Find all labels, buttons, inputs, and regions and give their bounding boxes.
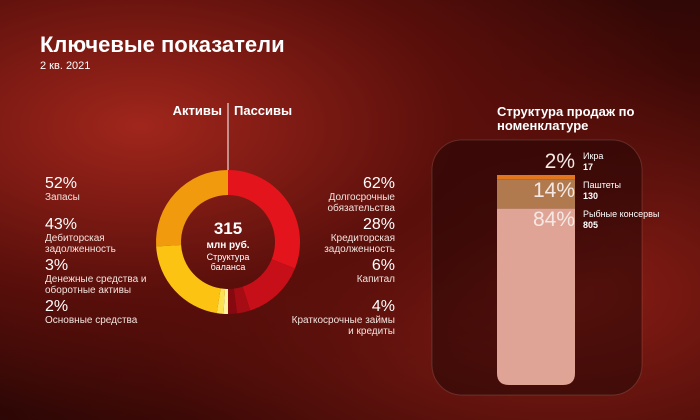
category-label: Основные средства <box>45 315 138 326</box>
category-label: Денежные средства и оборотные активы <box>45 274 147 296</box>
value-label: 84% <box>532 208 575 231</box>
center-total: 315 <box>213 219 243 238</box>
title: Ключевые показатели <box>40 32 285 57</box>
donut-segment <box>228 288 238 314</box>
value-label: 3% <box>45 257 69 274</box>
category-label: Кредиторская задолженность <box>324 233 395 255</box>
donut-segment <box>242 259 295 311</box>
series-name: Активы <box>172 103 222 118</box>
series-name: Пассивы <box>234 103 293 118</box>
bar-segment <box>497 175 575 180</box>
donut-segment <box>233 286 251 314</box>
count-label: 805 <box>583 220 599 230</box>
value-label: 14% <box>532 179 575 202</box>
value-label: 6% <box>371 257 395 274</box>
donut-segment <box>156 244 221 314</box>
category-label: Краткосрочные займы и кредиты <box>291 315 395 337</box>
value-label: 2% <box>544 150 575 173</box>
donut-segment <box>223 288 228 314</box>
center-label: Структура баланса <box>206 252 250 272</box>
chart-title: Структура продаж по номенклатуре <box>497 104 635 134</box>
bar-segment <box>497 208 575 385</box>
value-label: 28% <box>362 216 395 233</box>
value-label: 2% <box>45 298 69 315</box>
count-label: 130 <box>583 191 599 201</box>
center-unit: млн руб. <box>206 240 250 251</box>
value-label: 62% <box>362 175 395 192</box>
count-label: 17 <box>583 162 594 172</box>
value-label: 4% <box>371 298 395 315</box>
donut-segment <box>155 170 228 247</box>
category-label: Икра <box>583 151 604 161</box>
category-label: Дебиторская задолженность <box>45 233 116 255</box>
donut-segment <box>228 170 301 269</box>
donut-segment <box>216 288 226 314</box>
category-label: Капитал <box>356 274 395 285</box>
value-label: 43% <box>45 216 78 233</box>
value-label: 52% <box>45 175 78 192</box>
subtitle: 2 кв. 2021 <box>40 60 91 72</box>
bar-segment <box>497 179 575 209</box>
category-label: Запасы <box>45 192 80 203</box>
category-label: Паштеты <box>583 180 622 190</box>
category-label: Долгосрочные обязательства <box>327 192 396 214</box>
category-label: Рыбные консервы <box>583 209 660 219</box>
